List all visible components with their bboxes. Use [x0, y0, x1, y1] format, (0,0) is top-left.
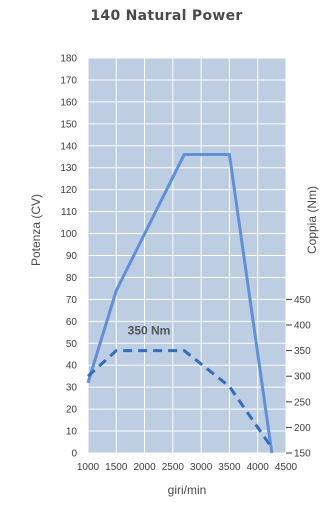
x-tick-label: 2500 — [162, 462, 185, 473]
y-right-tick-label: 250 — [294, 397, 311, 408]
y-right-tick-label: 200 — [294, 423, 311, 434]
x-axis-label: giri/min — [168, 483, 207, 497]
y-left-tick-label: 80 — [66, 273, 78, 284]
torque-peak-annotation: 350 Nm — [128, 324, 171, 338]
y-left-tick-label: 60 — [66, 317, 78, 328]
y-left-tick-label: 160 — [60, 97, 77, 108]
chart-title: 140 Natural Power — [90, 8, 243, 24]
y-left-tick-label: 20 — [66, 405, 78, 416]
y-left-tick-label: 120 — [60, 185, 77, 196]
x-tick-label: 1500 — [105, 462, 128, 473]
y-left-tick-label: 170 — [60, 75, 77, 86]
y-left-tick-label: 90 — [66, 251, 78, 262]
y-right-tick-label: 300 — [294, 372, 311, 383]
y-left-tick-label: 70 — [66, 295, 78, 306]
y-right-axis-label: Coppia (Nm) — [305, 186, 319, 254]
y-left-tick-label: 10 — [66, 427, 78, 438]
y-left-axis-label: Potenza (CV) — [29, 194, 43, 266]
y-right-tick-label: 400 — [294, 320, 311, 331]
x-tick-label: 3500 — [218, 462, 241, 473]
y-left-tick-label: 100 — [60, 229, 77, 240]
y-left-tick-label: 180 — [60, 54, 77, 65]
y-left-tick-label: 140 — [60, 141, 77, 152]
y-left-tick-label: 110 — [61, 207, 77, 218]
y-right-tick-label: 450 — [294, 295, 311, 306]
y-right-tick-label: 350 — [294, 346, 311, 357]
x-tick-label: 1000 — [77, 462, 100, 473]
torque-series-line — [86, 349, 274, 449]
x-tick-label: 4000 — [247, 462, 270, 473]
y-left-tick-label: 130 — [60, 163, 77, 174]
y-left-tick-label: 40 — [66, 361, 78, 372]
y-left-tick-label: 30 — [66, 383, 78, 394]
power-series-line — [86, 153, 274, 454]
y-left-tick-label: 0 — [71, 449, 77, 460]
y-right-tick-label: 150 — [294, 449, 311, 460]
x-tick-label: 3000 — [190, 462, 213, 473]
x-tick-label: 4500 — [275, 462, 298, 473]
y-left-tick-label: 50 — [66, 339, 78, 350]
x-tick-label: 2000 — [133, 462, 156, 473]
y-left-tick-label: 150 — [60, 119, 77, 130]
